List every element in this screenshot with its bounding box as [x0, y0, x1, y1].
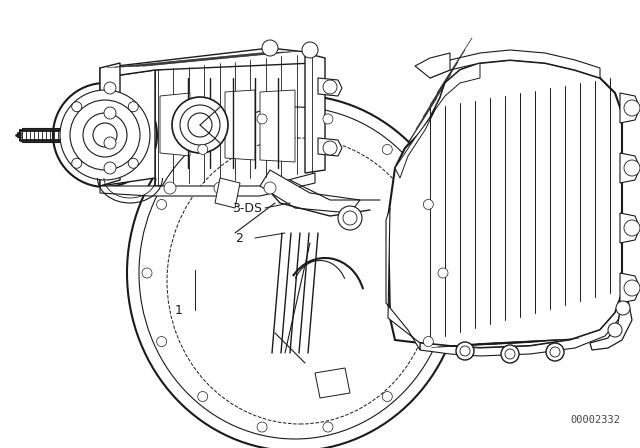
- Circle shape: [323, 141, 337, 155]
- Polygon shape: [100, 70, 155, 186]
- Circle shape: [608, 323, 622, 337]
- Polygon shape: [225, 90, 255, 160]
- Ellipse shape: [139, 107, 451, 439]
- Circle shape: [460, 346, 470, 356]
- Polygon shape: [415, 53, 450, 78]
- Text: 1: 1: [175, 303, 183, 316]
- Circle shape: [382, 392, 392, 401]
- Circle shape: [302, 42, 318, 58]
- Circle shape: [262, 40, 278, 56]
- Text: 00002332: 00002332: [570, 415, 620, 425]
- Polygon shape: [260, 170, 360, 213]
- Circle shape: [128, 158, 138, 168]
- Circle shape: [72, 102, 82, 112]
- Circle shape: [343, 211, 357, 225]
- Circle shape: [164, 182, 176, 194]
- Polygon shape: [620, 93, 640, 123]
- Ellipse shape: [167, 138, 433, 424]
- Polygon shape: [318, 138, 342, 156]
- Text: 3-DS: 3-DS: [232, 202, 262, 215]
- Circle shape: [264, 182, 276, 194]
- Circle shape: [157, 336, 166, 347]
- Polygon shape: [388, 60, 622, 348]
- Circle shape: [60, 90, 150, 180]
- Circle shape: [423, 336, 433, 347]
- Polygon shape: [620, 153, 640, 183]
- Circle shape: [338, 206, 362, 230]
- Circle shape: [505, 349, 515, 359]
- Circle shape: [423, 199, 433, 210]
- Circle shape: [624, 160, 640, 176]
- Circle shape: [180, 105, 220, 145]
- Circle shape: [456, 342, 474, 360]
- Polygon shape: [160, 93, 190, 156]
- Ellipse shape: [127, 95, 463, 448]
- Circle shape: [257, 114, 267, 124]
- Polygon shape: [215, 178, 240, 208]
- Polygon shape: [620, 273, 640, 303]
- Polygon shape: [260, 90, 295, 162]
- Polygon shape: [430, 50, 600, 78]
- Circle shape: [550, 347, 560, 357]
- Circle shape: [53, 83, 157, 187]
- Circle shape: [501, 345, 519, 363]
- Polygon shape: [590, 300, 632, 350]
- Polygon shape: [420, 293, 625, 356]
- Circle shape: [624, 100, 640, 116]
- Polygon shape: [386, 208, 420, 350]
- Circle shape: [323, 422, 333, 432]
- Circle shape: [142, 268, 152, 278]
- Circle shape: [70, 100, 140, 170]
- Circle shape: [157, 199, 166, 210]
- Circle shape: [93, 123, 117, 147]
- Polygon shape: [395, 63, 480, 178]
- Circle shape: [624, 280, 640, 296]
- Polygon shape: [155, 53, 315, 186]
- Circle shape: [198, 144, 208, 155]
- Circle shape: [382, 144, 392, 155]
- Circle shape: [624, 220, 640, 236]
- Polygon shape: [305, 53, 325, 173]
- Polygon shape: [100, 173, 315, 196]
- Circle shape: [257, 422, 267, 432]
- Circle shape: [438, 268, 448, 278]
- Circle shape: [214, 182, 226, 194]
- Circle shape: [104, 82, 116, 94]
- Circle shape: [104, 137, 116, 149]
- Circle shape: [198, 392, 208, 401]
- Polygon shape: [100, 63, 120, 186]
- Circle shape: [72, 158, 82, 168]
- Text: 2: 2: [235, 232, 243, 245]
- Circle shape: [104, 162, 116, 174]
- Circle shape: [104, 107, 116, 119]
- Polygon shape: [318, 78, 342, 96]
- Circle shape: [128, 102, 138, 112]
- Circle shape: [172, 97, 228, 153]
- Polygon shape: [620, 213, 640, 243]
- Circle shape: [616, 301, 630, 315]
- Circle shape: [323, 114, 333, 124]
- Polygon shape: [315, 368, 350, 398]
- Polygon shape: [100, 48, 315, 78]
- Circle shape: [323, 80, 337, 94]
- Circle shape: [83, 113, 127, 157]
- Circle shape: [188, 113, 212, 137]
- Circle shape: [546, 343, 564, 361]
